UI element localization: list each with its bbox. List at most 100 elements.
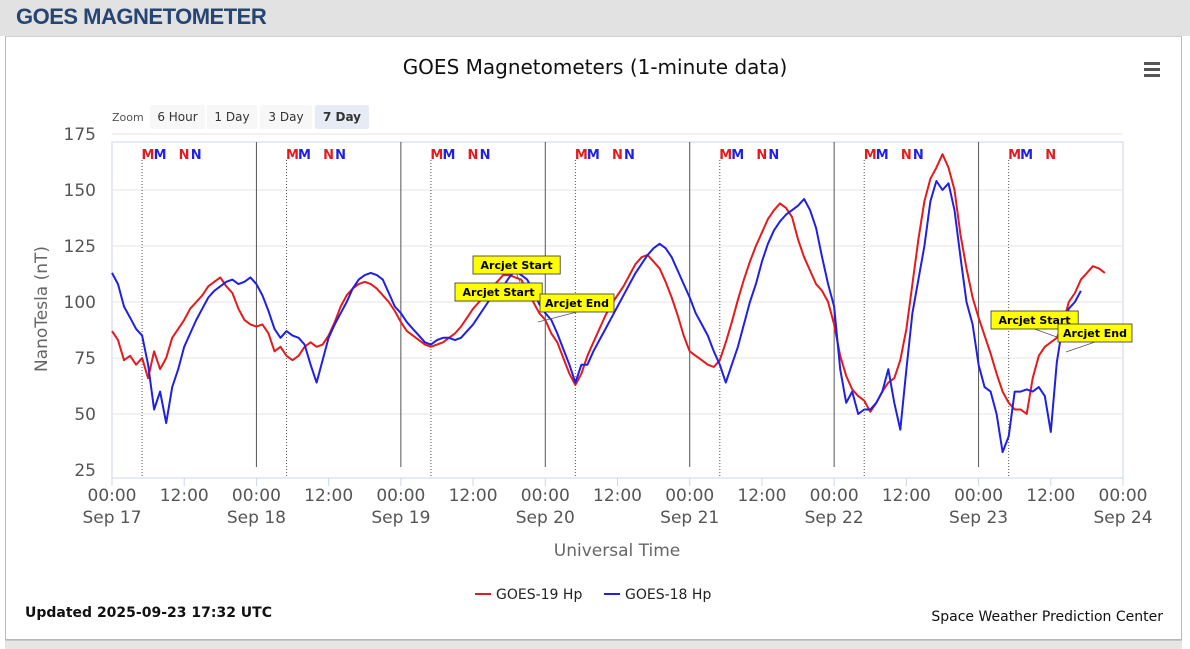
annotation-arcjet-start: Arcjet Start xyxy=(990,310,1079,341)
annotation-text: Arcjet End xyxy=(545,297,609,310)
x-tick-time: 00:00 xyxy=(232,486,281,506)
annotation-box xyxy=(454,282,543,302)
legend-item-goes-18[interactable]: GOES-18 Hp xyxy=(604,587,711,603)
x-tick-time: 00:00 xyxy=(665,486,714,506)
page-header: GOES MAGNETOMETER xyxy=(0,0,1190,36)
annotation-leader xyxy=(1065,341,1096,353)
annotation-box xyxy=(472,255,561,275)
annotation-text: Arcjet Start xyxy=(481,259,553,272)
marker-m: M xyxy=(864,148,877,163)
updated-timestamp: Updated 2025-09-23 17:32 UTC xyxy=(25,605,272,621)
x-tick-time: 00:00 xyxy=(376,486,425,506)
x-tick-time: 00:00 xyxy=(1099,486,1148,506)
marker-n: N xyxy=(468,148,479,163)
y-tick-label: 175 xyxy=(64,125,96,145)
marker-m: M xyxy=(154,148,167,163)
marker-m: M xyxy=(142,148,155,163)
zoom-button-bg xyxy=(260,105,312,129)
credit-text: Space Weather Prediction Center xyxy=(931,609,1163,625)
y-tick-label: 50 xyxy=(74,405,96,425)
series-line-goes-19 xyxy=(111,153,1106,415)
marker-m: M xyxy=(286,148,299,163)
x-tick-time: 00:00 xyxy=(810,486,859,506)
x-tick-time: 00:00 xyxy=(88,486,137,506)
x-tick-date: Sep 22 xyxy=(805,508,864,528)
plot-area xyxy=(111,141,1124,479)
y-tick-label: 125 xyxy=(64,237,96,257)
marker-m: M xyxy=(731,148,744,163)
marker-n: N xyxy=(901,148,912,163)
zoom-button-6-hour[interactable]: 6 Hour xyxy=(150,105,205,129)
legend-label: GOES-19 Hp xyxy=(496,587,582,603)
x-tick-time: 12:00 xyxy=(593,486,642,506)
zoom-button-label: 6 Hour xyxy=(157,110,197,124)
zoom-label: Zoom xyxy=(112,111,144,124)
y-tick-label: 100 xyxy=(64,293,96,313)
annotation-arcjet-start: Arcjet Start xyxy=(454,282,543,302)
y-tick-label: 75 xyxy=(74,349,96,369)
marker-m: M xyxy=(575,148,588,163)
x-tick-date: Sep 24 xyxy=(1093,508,1152,528)
annotation-text: Arcjet End xyxy=(1063,327,1127,340)
marker-n: N xyxy=(913,148,924,163)
annotation-box xyxy=(990,310,1079,330)
annotation-arcjet-end: Arcjet End xyxy=(1057,323,1133,353)
y-axis-title: NanoTesla (nT) xyxy=(32,246,52,372)
marker-m: M xyxy=(298,148,311,163)
x-tick-time: 12:00 xyxy=(882,486,931,506)
x-tick-time: 12:00 xyxy=(449,486,498,506)
legend-item-goes-19[interactable]: GOES-19 Hp xyxy=(475,587,582,603)
y-tick-label: 150 xyxy=(64,181,96,201)
marker-n: N xyxy=(179,148,190,163)
zoom-button-label: 7 Day xyxy=(323,110,361,124)
x-tick-time: 00:00 xyxy=(954,486,1003,506)
x-tick-date: Sep 17 xyxy=(82,508,141,528)
x-tick-time: 00:00 xyxy=(521,486,570,506)
zoom-button-label: 1 Day xyxy=(214,110,249,124)
zoom-button-3-day[interactable]: 3 Day xyxy=(260,105,312,129)
zoom-button-bg xyxy=(315,105,369,129)
marker-n: N xyxy=(191,148,202,163)
marker-m: M xyxy=(430,148,443,163)
bottom-strip xyxy=(5,640,1182,649)
x-tick-date: Sep 18 xyxy=(227,508,286,528)
x-tick-date: Sep 23 xyxy=(949,508,1008,528)
x-tick-date: Sep 20 xyxy=(516,508,575,528)
marker-m: M xyxy=(587,148,600,163)
x-tick-time: 12:00 xyxy=(737,486,786,506)
annotation-box xyxy=(1057,323,1133,343)
marker-m: M xyxy=(1020,148,1033,163)
marker-n: N xyxy=(624,148,635,163)
zoom-button-7-day[interactable]: 7 Day xyxy=(315,105,369,129)
x-tick-date: Sep 19 xyxy=(371,508,430,528)
annotation-arcjet-end: Arcjet End xyxy=(537,293,615,323)
x-axis-title: Universal Time xyxy=(554,541,680,561)
x-tick-time: 12:00 xyxy=(1026,486,1075,506)
annotation-text: Arcjet Start xyxy=(999,314,1071,327)
plot-border xyxy=(111,141,1124,479)
marker-n: N xyxy=(756,148,767,163)
y-tick-label: 25 xyxy=(74,461,96,481)
marker-n: N xyxy=(335,148,346,163)
x-tick-time: 12:00 xyxy=(304,486,353,506)
legend-label: GOES-18 Hp xyxy=(625,587,711,603)
zoom-button-label: 3 Day xyxy=(268,110,303,124)
annotation-text: Arcjet Start xyxy=(463,286,535,299)
annotation-leader xyxy=(516,273,521,283)
marker-n: N xyxy=(1045,148,1056,163)
legend: GOES-19 Hp GOES-18 Hp xyxy=(475,587,711,603)
marker-n: N xyxy=(612,148,623,163)
x-tick-date: Sep 21 xyxy=(660,508,719,528)
zoom-button-group: 6 Hour 1 Day 3 Day 7 Day xyxy=(150,105,369,129)
annotation-leader xyxy=(537,311,578,323)
marker-m: M xyxy=(876,148,889,163)
annotation-box xyxy=(539,293,615,313)
chart-title: GOES Magnetometers (1-minute data) xyxy=(403,55,788,79)
hamburger-menu-icon[interactable] xyxy=(1144,62,1160,77)
zoom-button-bg xyxy=(207,105,257,129)
zoom-button-1-day[interactable]: 1 Day xyxy=(207,105,257,129)
zoom-button-bg xyxy=(150,105,205,129)
